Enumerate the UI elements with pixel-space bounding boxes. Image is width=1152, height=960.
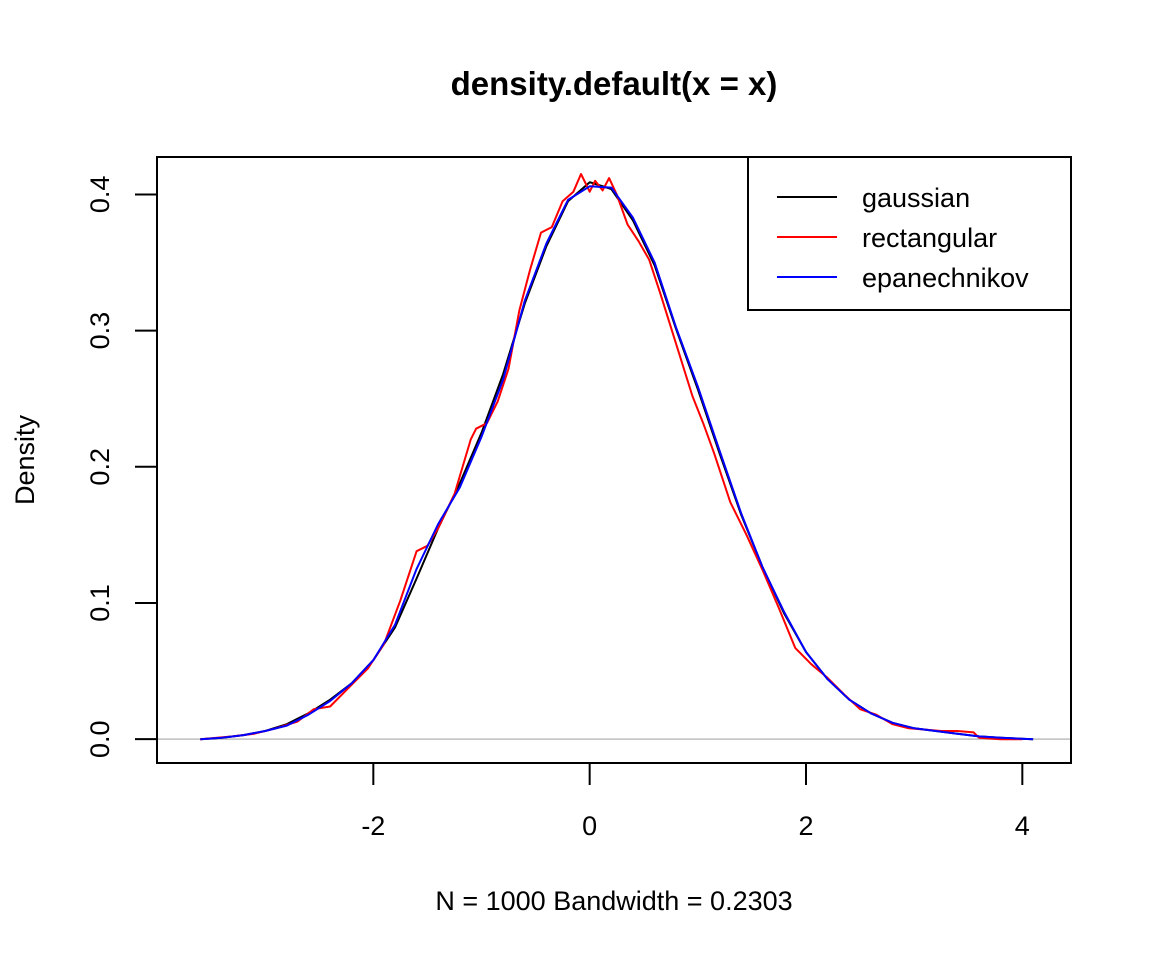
legend-box xyxy=(747,156,1072,311)
x-tick-label: 4 xyxy=(1015,811,1030,841)
x-tick-label: 2 xyxy=(798,811,813,841)
y-tick-label: 0.0 xyxy=(85,720,115,758)
y-axis: 0.0 0.1 0.2 0.3 0.4 xyxy=(85,176,158,758)
y-axis-label: Density xyxy=(10,414,40,505)
legend: gaussian rectangular epanechnikov xyxy=(747,156,1072,311)
chart-title: density.default(x = x) xyxy=(451,65,778,102)
x-axis: -2 0 2 4 xyxy=(361,762,1030,841)
legend-label-epanechnikov: epanechnikov xyxy=(862,263,1029,293)
x-axis-label: N = 1000 Bandwidth = 0.2303 xyxy=(435,886,792,916)
x-tick-label: -2 xyxy=(361,811,385,841)
y-tick-label: 0.2 xyxy=(85,448,115,486)
y-tick-label: 0.4 xyxy=(85,176,115,214)
y-tick-label: 0.3 xyxy=(85,312,115,350)
legend-label-gaussian: gaussian xyxy=(862,183,970,213)
y-tick-label: 0.1 xyxy=(85,584,115,622)
series-layer xyxy=(200,173,1034,741)
series-line-epanechnikov xyxy=(200,185,1034,741)
legend-label-rectangular: rectangular xyxy=(862,223,997,253)
x-tick-label: 0 xyxy=(582,811,597,841)
